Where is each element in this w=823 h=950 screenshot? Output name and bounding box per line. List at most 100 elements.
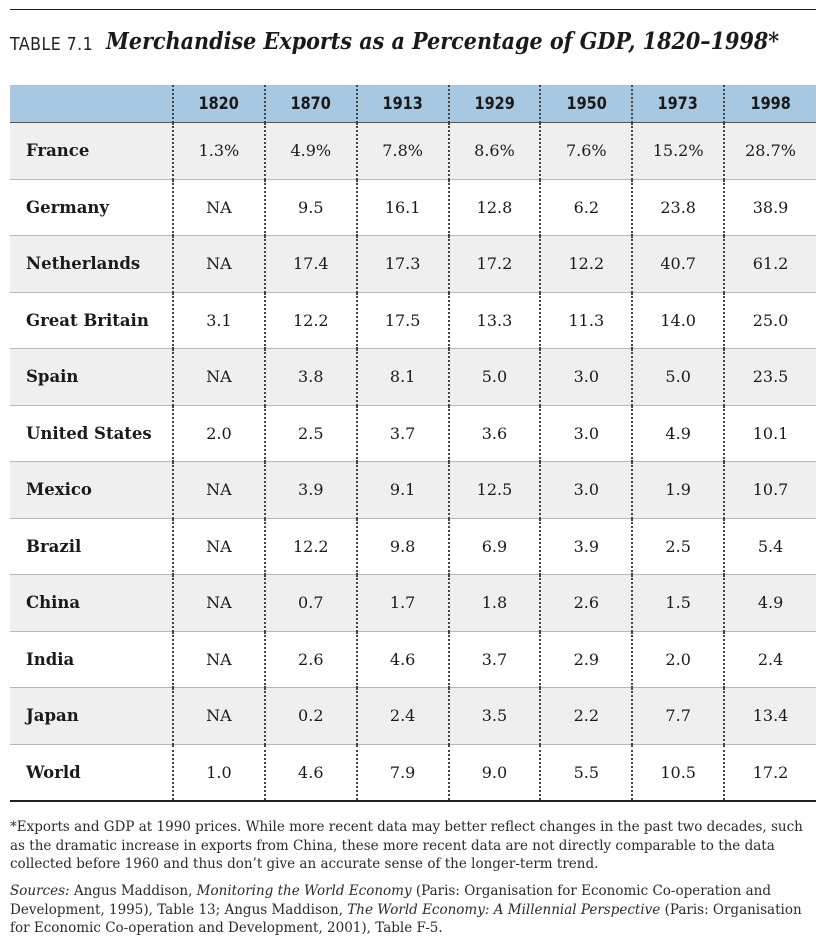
column-header-year: 1998 [723, 85, 816, 123]
value-cell: 5.4 [723, 518, 816, 575]
value-cell: 25.0 [723, 292, 816, 349]
value-cell: 3.7 [355, 405, 449, 462]
column-header-year: 1950 [539, 85, 633, 123]
value-cell: 4.9% [263, 122, 357, 180]
value-cell: 6.9 [447, 518, 541, 575]
table-row: Germany NA 9.5 16.1 12.8 6.2 23.8 38.9 [10, 179, 816, 236]
value-cell: 3.5 [447, 687, 541, 745]
value-cell: 7.8% [355, 122, 449, 180]
value-cell: 3.1 [172, 292, 265, 349]
column-header-year: 1929 [447, 85, 541, 123]
value-cell: 13.4 [723, 687, 816, 745]
country-cell: Japan [10, 687, 174, 745]
table-row: Great Britain 3.1 12.2 17.5 13.3 11.3 14.0 25.0 [10, 292, 816, 349]
value-cell: 2.9 [539, 631, 633, 688]
value-cell: NA [172, 518, 265, 575]
country-cell: Brazil [10, 518, 174, 575]
value-cell: 5.5 [539, 744, 633, 802]
value-cell: 3.7 [447, 631, 541, 688]
value-cell: 3.6 [447, 405, 541, 462]
value-cell: 7.6% [539, 122, 633, 180]
value-cell: 2.6 [263, 631, 357, 688]
table-row: Mexico NA 3.9 9.1 12.5 3.0 1.9 10.7 [10, 461, 816, 519]
column-header-label: 1950 [566, 93, 607, 114]
value-cell: 10.5 [631, 744, 725, 802]
value-cell: 17.2 [447, 235, 541, 293]
value-cell: 15.2% [631, 122, 725, 180]
sources-text-1: Angus Maddison, [69, 883, 197, 899]
country-cell: Netherlands [10, 235, 174, 293]
value-cell: 2.2 [539, 687, 633, 745]
table-row: Spain NA 3.8 8.1 5.0 3.0 5.0 23.5 [10, 348, 816, 406]
table-row: Brazil NA 12.2 9.8 6.9 3.9 2.5 5.4 [10, 518, 816, 575]
table-row: India NA 2.6 4.6 3.7 2.9 2.0 2.4 [10, 631, 816, 688]
table-row: Netherlands NA 17.4 17.3 17.2 12.2 40.7 61.2 [10, 235, 816, 293]
country-cell: China [10, 574, 174, 632]
value-cell: 11.3 [539, 292, 633, 349]
value-cell: 12.2 [263, 518, 357, 575]
value-cell: 12.5 [447, 461, 541, 519]
column-header-label: 1973 [658, 93, 699, 114]
value-cell: 1.0 [172, 744, 265, 802]
exports-table: 1820 1870 1913 1929 1950 1973 1998 France 1.3% 4… [10, 85, 816, 802]
value-cell: NA [172, 348, 265, 406]
table-header-row: 1820 1870 1913 1929 1950 1973 1998 [10, 85, 816, 123]
value-cell: 4.6 [355, 631, 449, 688]
table-row: Japan NA 0.2 2.4 3.5 2.2 7.7 13.4 [10, 687, 816, 745]
table-body: France 1.3% 4.9% 7.8% 8.6% 7.6% 15.2% 28.7% Germ… [10, 122, 816, 802]
value-cell: 23.8 [631, 179, 725, 236]
value-cell: 17.4 [263, 235, 357, 293]
value-cell: 4.9 [723, 574, 816, 632]
value-cell: 10.7 [723, 461, 816, 519]
value-cell: 3.9 [539, 518, 633, 575]
value-cell: 3.0 [539, 405, 633, 462]
value-cell: 61.2 [723, 235, 816, 293]
value-cell: 7.7 [631, 687, 725, 745]
value-cell: 14.0 [631, 292, 725, 349]
column-header-year: 1913 [355, 85, 449, 123]
country-cell: Germany [10, 179, 174, 236]
sources-book-2: The World Economy: A Millennial Perspect… [347, 901, 661, 918]
value-cell: 3.0 [539, 348, 633, 406]
country-cell: Mexico [10, 461, 174, 519]
value-cell: 2.4 [723, 631, 816, 688]
top-rule [10, 9, 816, 10]
country-cell: Spain [10, 348, 174, 406]
value-cell: 17.2 [723, 744, 816, 802]
value-cell: 2.5 [631, 518, 725, 575]
table-row: United States 2.0 2.5 3.7 3.6 3.0 4.9 10.1 [10, 405, 816, 462]
table-row: France 1.3% 4.9% 7.8% 8.6% 7.6% 15.2% 28.7% [10, 122, 816, 180]
value-cell: 1.9 [631, 461, 725, 519]
column-header-label: 1820 [198, 93, 240, 114]
value-cell: 40.7 [631, 235, 725, 293]
value-cell: 7.9 [355, 744, 449, 802]
value-cell: 8.1 [355, 348, 449, 406]
value-cell: 0.2 [263, 687, 357, 745]
value-cell: 9.8 [355, 518, 449, 575]
country-cell: India [10, 631, 174, 688]
column-header-country [10, 85, 174, 123]
country-cell: Great Britain [10, 292, 174, 349]
table-row: China NA 0.7 1.7 1.8 2.6 1.5 4.9 [10, 574, 816, 632]
table-header: TABLE 7.1 Merchandise Exports as a Perce… [10, 28, 816, 62]
value-cell: 2.0 [631, 631, 725, 688]
value-cell: 9.5 [263, 179, 357, 236]
value-cell: 9.0 [447, 744, 541, 802]
value-cell: 3.8 [263, 348, 357, 406]
value-cell: 8.6% [447, 122, 541, 180]
value-cell: 9.1 [355, 461, 449, 519]
table-row: World 1.0 4.6 7.9 9.0 5.5 10.5 17.2 [10, 744, 816, 802]
value-cell: NA [172, 179, 265, 236]
value-cell: NA [172, 631, 265, 688]
value-cell: 17.3 [355, 235, 449, 293]
country-cell: France [10, 122, 174, 180]
column-header-label: 1870 [290, 93, 331, 114]
value-cell: 6.2 [539, 179, 633, 236]
sources-label: Sources: [10, 883, 70, 899]
value-cell: 1.5 [631, 574, 725, 632]
column-header-label: 1913 [382, 93, 423, 114]
sources-book-1: Monitoring the World Economy [196, 883, 412, 899]
value-cell: 2.6 [539, 574, 633, 632]
value-cell: 5.0 [631, 348, 725, 406]
value-cell: 10.1 [723, 405, 816, 462]
